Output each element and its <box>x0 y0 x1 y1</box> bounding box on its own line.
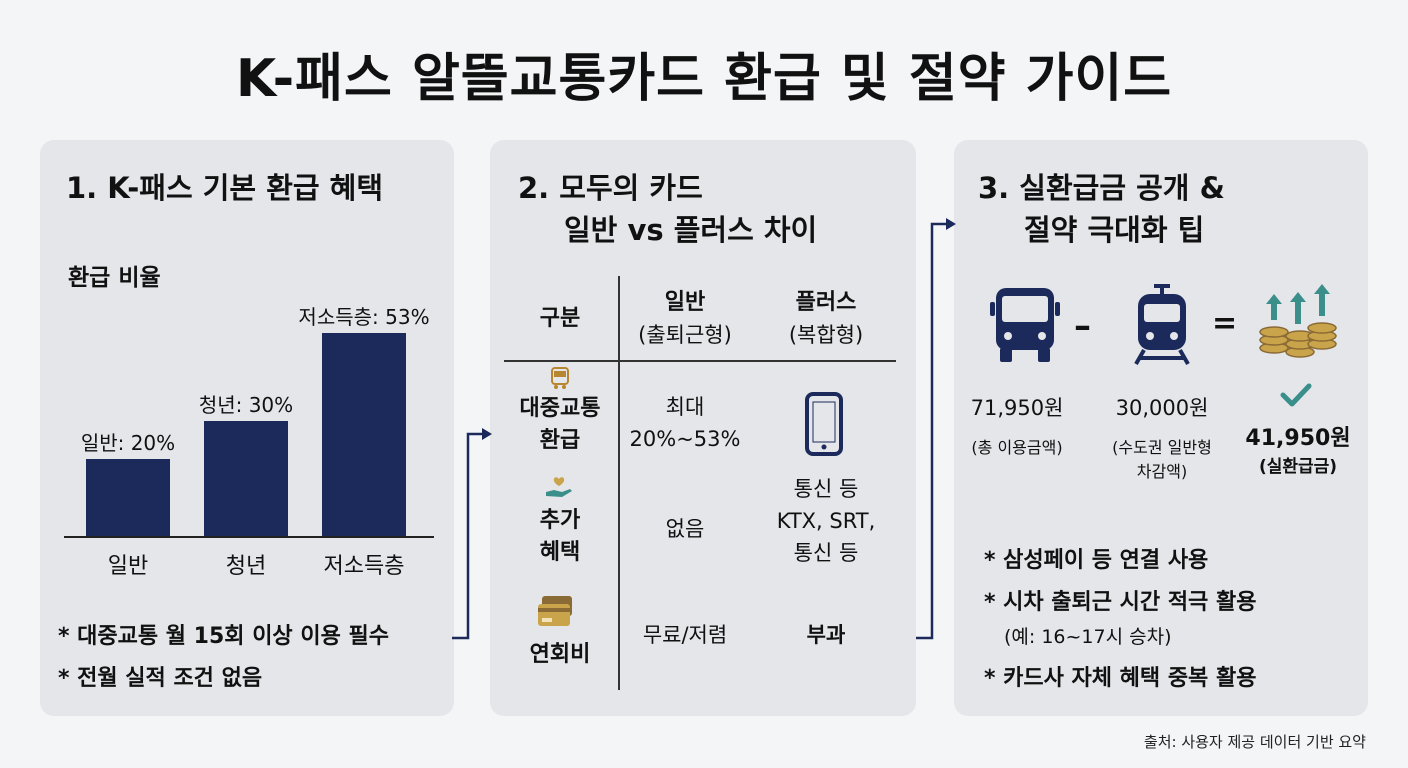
deduct-label-l2: 차감액) <box>1136 462 1188 481</box>
check-icon <box>1280 382 1312 412</box>
panel-basic-refund: 1. K-패스 기본 환급 혜택 환급 비율 일반: 20% 일반 청년: 30% 청… <box>40 140 454 716</box>
row-fee-plus: 부과 <box>806 623 846 647</box>
bar-2 <box>322 332 406 536</box>
row-transit-label-l1: 대중교통 <box>519 396 601 421</box>
row-transit-general-l2: 20%~53% <box>629 427 741 451</box>
row-benefit-plus-l3: 통신 등 <box>793 541 859 565</box>
refund-amount: 41,950원 <box>1245 426 1351 451</box>
panel2-title-line2: 일반 vs 플러스 차이 <box>564 213 818 247</box>
coin-stack-icon <box>1254 282 1338 366</box>
refund-rate-chart: 일반: 20% 일반 청년: 30% 청년 저소득층: 53% 저소득층 <box>40 290 454 590</box>
table-column-divider <box>618 276 620 690</box>
train-icon <box>1130 282 1194 370</box>
row-benefit-general: 없음 <box>665 517 705 541</box>
bar-data-label-2: 저소득층: 53% <box>298 304 430 329</box>
table-header-general-sub: (출퇴근형) <box>638 323 732 347</box>
row-fee-general: 무료/저렴 <box>642 623 728 647</box>
note-min-usage: * 대중교통 월 15회 이상 이용 필수 <box>58 624 389 649</box>
bar-0 <box>86 459 170 536</box>
bus-icon <box>988 286 1062 368</box>
table-header-plus: 플러스 <box>795 290 857 315</box>
connector-arrow-1-2 <box>452 428 492 640</box>
tip-off-peak-example: (예: 16~17시 승차) <box>1004 626 1172 648</box>
tip-card-benefits: * 카드사 자체 혜택 중복 활용 <box>984 666 1257 691</box>
equals-sign: = <box>1212 306 1238 341</box>
panel2-title-line1: 2. 모두의 카드 <box>518 171 703 205</box>
category-label-2: 저소득층 <box>323 554 405 579</box>
tip-samsung-pay: * 삼성페이 등 연결 사용 <box>984 548 1209 573</box>
panel3-title-line1: 3. 실환급금 공개 & <box>978 171 1225 205</box>
minus-sign: – <box>1074 306 1091 346</box>
bus-small-icon <box>550 366 570 394</box>
credit-card-icon <box>536 594 576 632</box>
row-fee-label: 연회비 <box>529 642 591 667</box>
row-transit-general-l1: 최대 <box>665 395 705 419</box>
source-note: 출처: 사용자 제공 데이터 기반 요약 <box>1143 733 1366 751</box>
table-header-category: 구분 <box>539 306 581 331</box>
phone-icon <box>804 392 844 460</box>
row-benefit-label-l1: 추가 <box>539 508 581 533</box>
bar-data-label-1: 청년: 30% <box>198 393 294 417</box>
row-benefit-label-l2: 혜택 <box>539 540 581 565</box>
deduct-amount: 30,000원 <box>1115 396 1209 420</box>
page-title: K-패스 알뜰교통카드 환급 및 절약 가이드 <box>235 49 1173 109</box>
panel-actual-refund: 3. 실환급금 공개 & 절약 극대화 팁 – = 71,950원 (총 이용금… <box>954 140 1368 716</box>
chart-baseline <box>64 536 434 538</box>
row-transit-label-l2: 환급 <box>539 428 581 453</box>
table-header-divider <box>504 360 896 362</box>
row-benefit-plus-l1: 통신 등 <box>793 477 859 501</box>
row-benefit-plus-l2: KTX, SRT, <box>776 509 876 533</box>
panel-card-comparison: 2. 모두의 카드 일반 vs 플러스 차이 구분 일반 (출퇴근형) 플러스 … <box>490 140 916 716</box>
bar-1 <box>204 421 288 536</box>
category-label-1: 청년 <box>225 554 267 579</box>
total-amount: 71,950원 <box>970 396 1064 420</box>
table-header-plus-sub: (복합형) <box>788 323 864 347</box>
note-no-prior-spending: * 전월 실적 조건 없음 <box>58 666 263 691</box>
refund-amount-label: (실환급금) <box>1258 457 1338 477</box>
panel1-title: 1. K-패스 기본 환급 혜택 <box>66 171 384 205</box>
table-header-general: 일반 <box>664 290 706 315</box>
panel3-title-line2: 절약 극대화 팁 <box>1024 213 1205 247</box>
tip-off-peak: * 시차 출퇴근 시간 적극 활용 <box>984 590 1257 615</box>
total-amount-label: (총 이용금액) <box>971 438 1063 457</box>
connector-arrow-2-3 <box>916 218 956 640</box>
category-label-0: 일반 <box>107 554 149 579</box>
benefit-hand-icon <box>544 476 574 504</box>
bar-data-label-0: 일반: 20% <box>80 431 176 456</box>
chart-subtitle: 환급 비율 <box>68 265 161 291</box>
deduct-label-l1: (수도권 일반형 <box>1112 438 1212 457</box>
